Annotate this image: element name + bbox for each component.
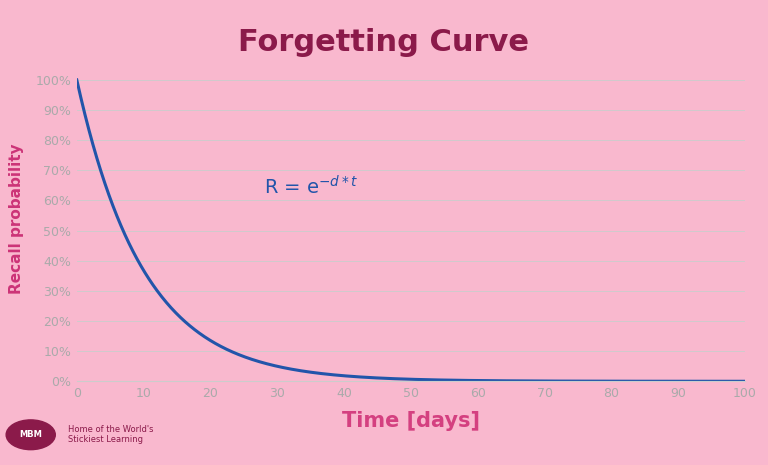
X-axis label: Time [days]: Time [days] [342,411,480,431]
Text: Forgetting Curve: Forgetting Curve [239,28,529,57]
Y-axis label: Recall probability: Recall probability [9,143,25,294]
Text: MBM: MBM [19,430,42,439]
Text: R = e$^{-d*t}$: R = e$^{-d*t}$ [264,175,359,199]
Text: Home of the World's
Stickiest Learning: Home of the World's Stickiest Learning [68,425,153,445]
